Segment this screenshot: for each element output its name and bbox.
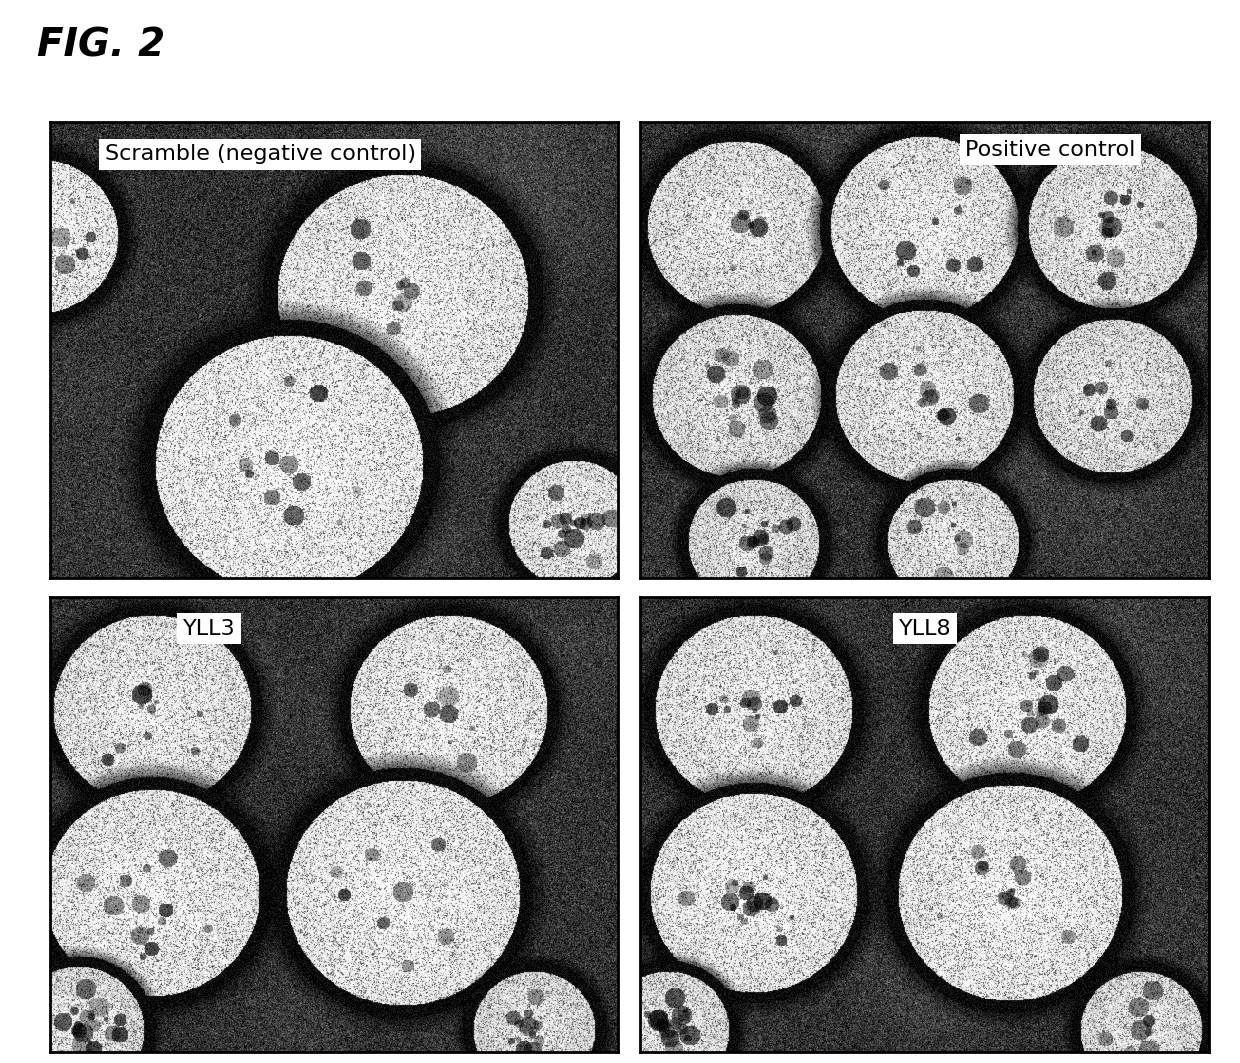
Text: YLL3: YLL3: [182, 619, 236, 639]
Text: Scramble (negative control): Scramble (negative control): [105, 145, 415, 164]
Text: YLL8: YLL8: [899, 619, 951, 639]
Text: Positive control: Positive control: [965, 139, 1136, 159]
Text: FIG. 2: FIG. 2: [37, 27, 165, 65]
